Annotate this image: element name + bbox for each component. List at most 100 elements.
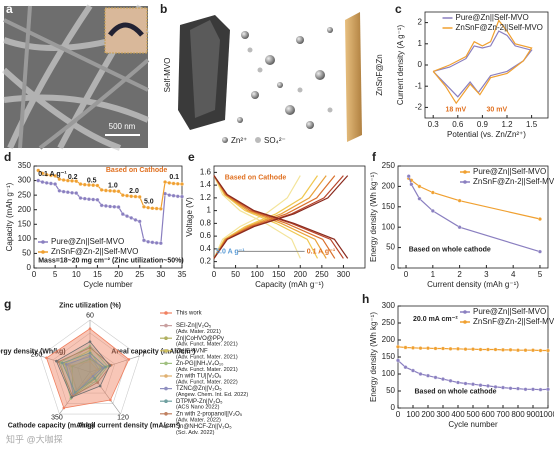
x-tick-label: 1.2 (501, 120, 513, 129)
data-point (48, 173, 53, 178)
radar-point (88, 349, 92, 352)
radar-ring (40, 319, 140, 415)
legend-label: ZnSnF@Zn-2||Self-MVO (473, 177, 554, 186)
data-point (516, 386, 520, 391)
x-tick-label: 2 (457, 270, 462, 279)
y-tick-label: -1 (415, 81, 423, 90)
y-tick-label: 150 (382, 202, 396, 211)
y-tick-label: 250 (382, 161, 396, 170)
data-point (471, 347, 475, 352)
data-point (57, 177, 62, 182)
annotation: Based on Cathode (106, 167, 168, 174)
x-tick-label: 600 (481, 410, 495, 419)
legend-marker (164, 386, 168, 391)
data-point (493, 347, 498, 352)
y-tick-label: 250 (382, 318, 396, 327)
panel-label: b (160, 2, 167, 16)
annotation: 5.0 (144, 198, 154, 205)
data-point (99, 203, 104, 208)
data-point (430, 190, 435, 195)
radar-tick-label: 120 (117, 414, 129, 421)
x-tick-label: 200 (421, 410, 435, 419)
legend-source: (Adv. Funct. Mater. 2021) (176, 342, 238, 348)
annotation: Based on whole cathode (415, 389, 497, 396)
data-point (167, 180, 172, 185)
data-point (501, 385, 505, 390)
data-point (133, 217, 138, 222)
series-line (213, 175, 349, 259)
data-point (501, 347, 505, 352)
data-point (95, 183, 100, 188)
radar-point (62, 362, 66, 365)
legend-marker (41, 240, 45, 244)
x-tick-label: 500 (466, 410, 480, 419)
data-point (74, 191, 79, 196)
sem-image: 500 nm (1, 4, 150, 151)
data-point (396, 358, 400, 363)
data-point (91, 197, 96, 202)
radar-series (55, 341, 111, 398)
legend-label: TZNC@Zn||V₂O₅ (176, 386, 222, 392)
data-point (486, 383, 490, 388)
data-point (403, 345, 408, 350)
series-line (213, 175, 301, 259)
y-tick-label: 250 (18, 190, 32, 199)
radar-tick-label: 350 (51, 414, 63, 421)
y-tick-label: 100 (18, 234, 32, 243)
radar-series (65, 355, 104, 396)
legend-label: Zn with TU||V₂O₅ (176, 374, 222, 380)
data-point (418, 346, 423, 351)
data-point (538, 217, 542, 221)
data-point (546, 387, 550, 392)
legend-source: (Adv. Funct. Mater. 2022) (176, 379, 238, 385)
data-point (546, 348, 550, 353)
data-point (508, 386, 513, 391)
radar-point (57, 360, 60, 364)
radar-point (101, 366, 105, 370)
radar-point (88, 351, 92, 355)
radar-point (88, 355, 92, 358)
data-point (65, 178, 70, 183)
legend-source: (Angew. Chem. Int. Ed. 2022) (176, 392, 248, 398)
x-axis-label: Cycle number (83, 280, 133, 289)
y-tick-label: 300 (382, 301, 396, 310)
data-point (154, 206, 159, 211)
radar-point (88, 327, 92, 330)
radar-series (46, 328, 130, 409)
radar-point (61, 361, 64, 365)
data-point (150, 240, 155, 245)
legend-marker (164, 399, 168, 404)
data-point (108, 204, 113, 209)
data-point (65, 190, 70, 195)
x-tick-label: 0.6 (452, 120, 464, 129)
data-point (448, 346, 453, 351)
legend-source: (ACS Nano 2022) (176, 405, 220, 411)
annotation: 0.1 A g⁻¹ (38, 171, 67, 178)
data-point (430, 208, 435, 213)
legend-label: Pure@Zn||Self-MVO (51, 237, 124, 246)
legend-label: DTPMP-Zn||V₂O₅ (176, 399, 223, 405)
radar-series (63, 349, 102, 395)
annotation: 5.0 A g⁻¹ (216, 248, 245, 255)
data-point (538, 249, 542, 254)
panel-label: a (6, 2, 13, 16)
annotation: Based on whole cathode (409, 246, 491, 253)
legend-source: (Sci. Adv. 2022) (176, 430, 215, 436)
data-point (150, 206, 155, 211)
data-point (180, 194, 184, 199)
x-tick-label: 5 (53, 270, 58, 279)
legend-label: SEI-Zn||V₂O₅ (176, 323, 212, 329)
data-point (180, 182, 184, 187)
legend-label: Zn-PG||NH₄V₄O₁₀ (176, 361, 224, 367)
panel-label: d (4, 150, 11, 164)
y-tick-label: 50 (386, 243, 395, 252)
x-tick-label: 200 (294, 270, 308, 279)
x-tick-label: 800 (511, 410, 525, 419)
radar-point (59, 361, 62, 364)
x-tick-label: 900 (526, 410, 540, 419)
data-point (103, 188, 108, 193)
legend-label: This work (176, 311, 203, 317)
data-point (417, 196, 422, 201)
